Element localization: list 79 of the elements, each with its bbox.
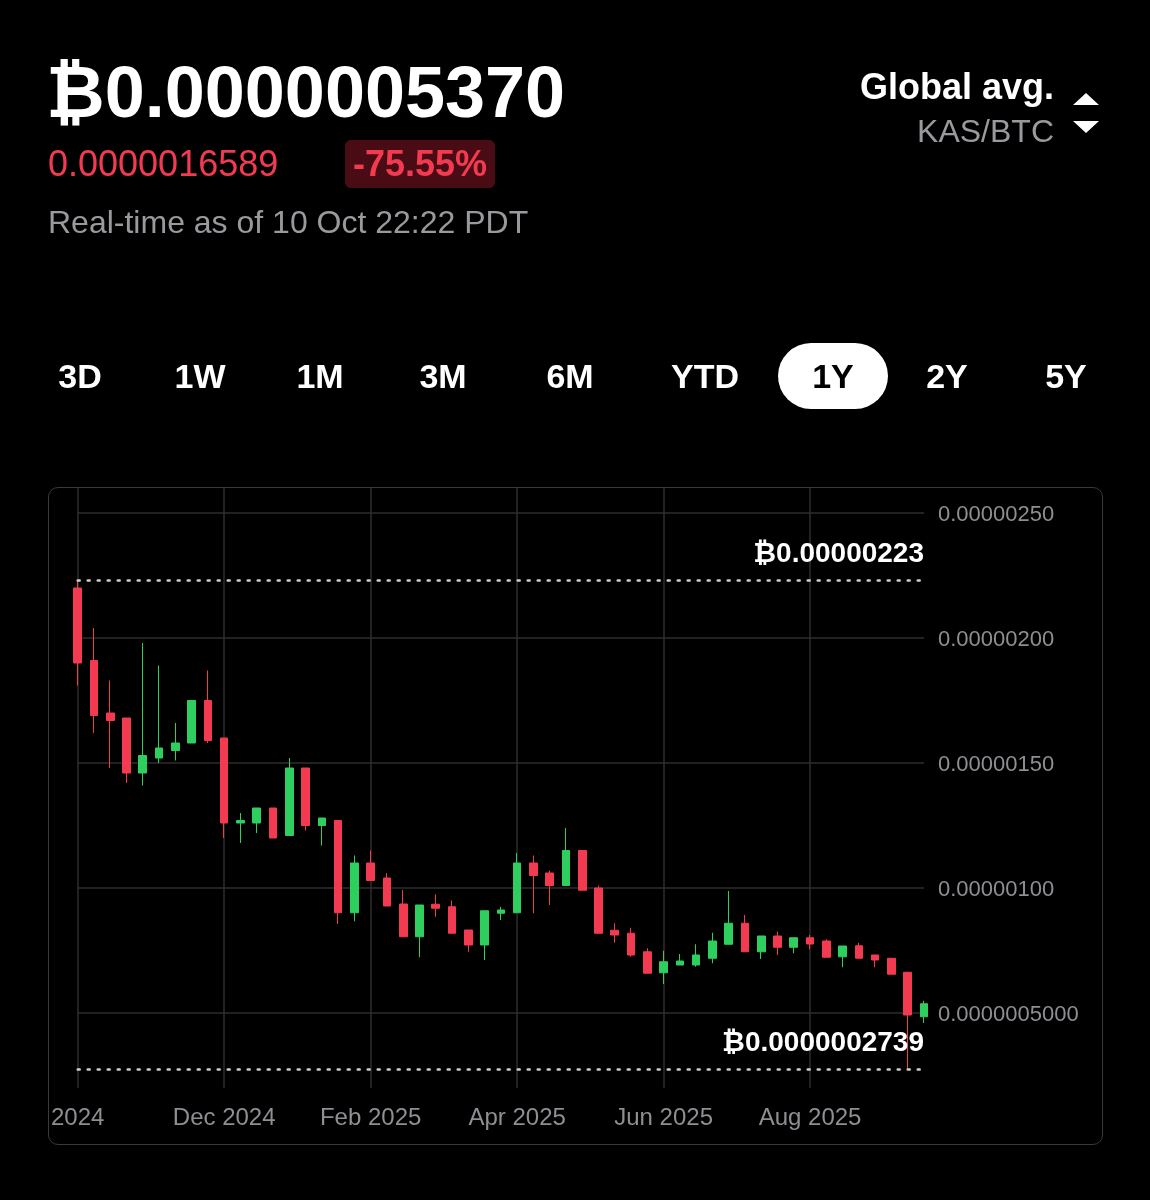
- candlestick: [594, 885, 603, 934]
- candlestick: [448, 900, 456, 934]
- text: 0.0000016589: [48, 142, 279, 186]
- candlestick: [252, 807, 261, 834]
- text: 1Y: [778, 343, 888, 409]
- text: 6M: [545, 356, 595, 397]
- text: 2Y: [925, 356, 969, 397]
- candlestick: [578, 850, 587, 891]
- candlestick: [789, 937, 798, 954]
- candlestick: [122, 717, 131, 784]
- y-tick-label: 0.0000005000: [938, 1000, 1079, 1026]
- candlestick: [220, 737, 228, 839]
- candlestick: [838, 945, 847, 968]
- chart-title: ₿0.0000005370: [46, 52, 566, 132]
- candlestick: [871, 954, 879, 968]
- x-tick-label: Feb 2025: [319, 1102, 422, 1130]
- candlestick: [155, 665, 163, 764]
- x-tick-label: Dec 2024: [172, 1102, 276, 1130]
- candlestick: [545, 870, 554, 906]
- x-tick-label: Jun 2025: [614, 1102, 713, 1130]
- candlestick: [366, 850, 375, 881]
- y-tick-label: 0.00000100: [938, 875, 1055, 901]
- candlestick: [383, 872, 391, 907]
- candlestick: [269, 807, 277, 839]
- candlestick: [610, 922, 619, 944]
- candlestick: [627, 927, 635, 958]
- candlestick: [741, 914, 749, 953]
- candlestick: [692, 943, 700, 968]
- candlestick: [806, 934, 814, 950]
- candlestick: [920, 1000, 928, 1024]
- candlestick: [431, 893, 440, 918]
- x-tick-label: Aug 2025: [758, 1102, 862, 1130]
- candlestick: [415, 904, 424, 958]
- candlestick: [73, 580, 82, 686]
- text: 3D: [57, 356, 103, 397]
- candlestick: [513, 852, 521, 914]
- text: 3M: [418, 356, 468, 397]
- y-tick-label: 0.00000200: [938, 625, 1055, 651]
- text: Global avg.: [859, 66, 1054, 108]
- candlestick: [529, 855, 538, 914]
- y-tick-label: 0.00000150: [938, 750, 1055, 776]
- candlestick: [480, 910, 489, 961]
- chart-subtitle: Real-time as of 10 Oct 22:22 PDT: [48, 203, 529, 242]
- candlestick: [350, 855, 359, 922]
- candlestick: [236, 812, 245, 844]
- candlestick: [643, 947, 652, 974]
- candlestick: [204, 670, 212, 744]
- candlestick: [171, 722, 180, 761]
- candlestick: [90, 627, 98, 734]
- candlestick: [187, 700, 196, 744]
- text: YTD: [670, 356, 740, 397]
- candlestick: [318, 817, 326, 846]
- candlestick: [497, 906, 505, 921]
- text: KAS/BTC: [917, 112, 1054, 150]
- text: -75.55%: [345, 140, 496, 188]
- candlestick: [887, 957, 896, 975]
- candlestick: [708, 932, 717, 964]
- candlestick: [724, 890, 733, 945]
- candlestick: [855, 942, 863, 959]
- candlestick: [464, 929, 473, 953]
- text: 5Y: [1044, 356, 1088, 397]
- candlestick: [822, 938, 831, 958]
- candlestick: [301, 767, 310, 831]
- candlestick: [106, 680, 115, 769]
- candlestick: [773, 931, 782, 956]
- candlestick: [659, 950, 668, 985]
- text: 1W: [173, 356, 227, 397]
- candlestick: [676, 953, 684, 966]
- candlestick: [399, 889, 408, 938]
- candlestick: [285, 757, 294, 836]
- y-tick-label: 0.00000250: [938, 500, 1055, 526]
- candlestick: [562, 827, 570, 886]
- candlestick: [757, 935, 766, 960]
- candlestick: [138, 642, 147, 786]
- x-tick-label: 2024: [51, 1102, 105, 1130]
- candlestick: [334, 820, 342, 925]
- ref-line-label: ₿0.00000223: [753, 537, 924, 568]
- text: 1M: [295, 356, 345, 397]
- x-tick-label: Apr 2025: [468, 1102, 566, 1130]
